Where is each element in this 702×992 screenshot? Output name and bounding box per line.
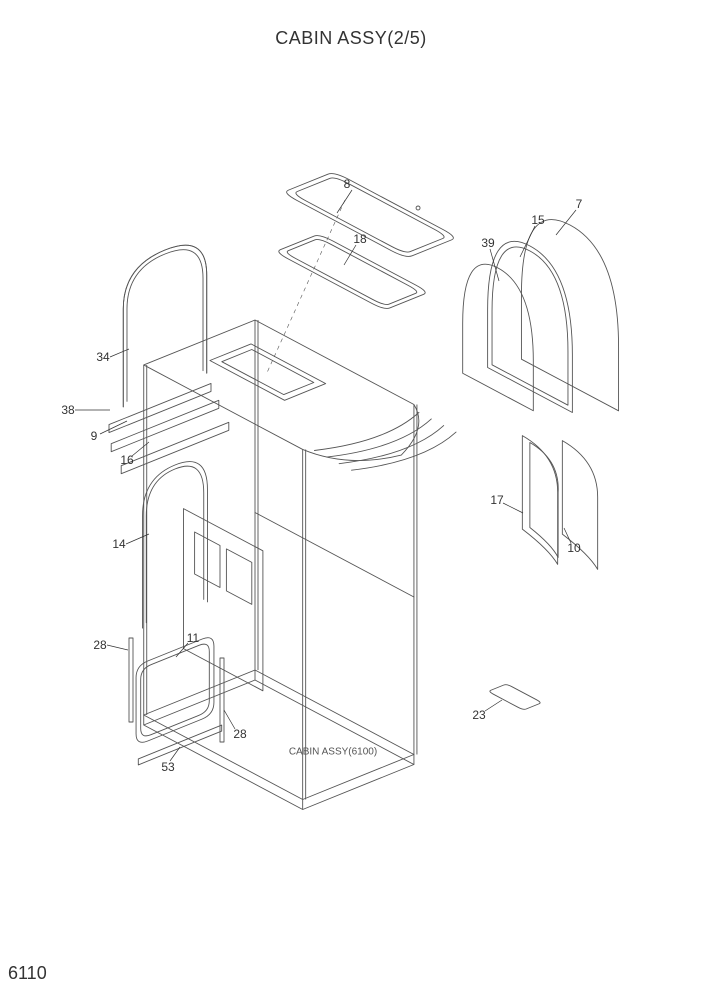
callout-53: 53 xyxy=(161,760,174,774)
callout-8: 8 xyxy=(344,177,351,191)
callout-23: 23 xyxy=(472,708,485,722)
callout-38: 38 xyxy=(61,403,74,417)
callout-28: 28 xyxy=(93,638,106,652)
callout-11: 11 xyxy=(187,631,199,645)
callout-34: 34 xyxy=(96,350,109,364)
callout-16: 16 xyxy=(120,453,133,467)
callout-14: 14 xyxy=(112,537,125,551)
callout-18: 18 xyxy=(353,232,366,246)
callout-39: 39 xyxy=(481,236,494,250)
callout-17: 17 xyxy=(490,493,503,507)
exploded-diagram xyxy=(0,0,702,992)
callout-9: 9 xyxy=(91,429,98,443)
callout-7: 7 xyxy=(576,197,583,211)
callout-10: 10 xyxy=(567,541,580,555)
callout-15: 15 xyxy=(531,213,544,227)
callout-28: 28 xyxy=(233,727,246,741)
